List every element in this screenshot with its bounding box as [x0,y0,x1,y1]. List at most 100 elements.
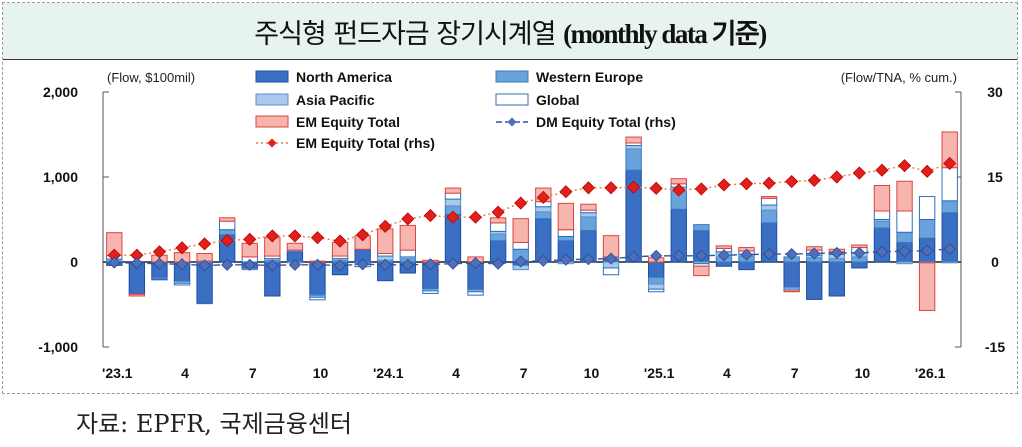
bar-segment [715,261,733,267]
dm-point [424,258,437,271]
bar-segment [625,148,642,171]
x-tick-label: 4 [181,365,189,381]
bar-segment [444,187,462,194]
bar-segment [738,261,755,271]
left-tick-label: -1,000 [38,339,78,355]
bar-segment [309,296,326,301]
bar-segment [715,245,733,249]
dm-point [514,255,527,268]
x-tick-label: 10 [584,365,600,381]
legend-label: Asia Pacific [296,92,375,108]
em-point [333,234,347,248]
em-point [468,210,483,224]
bar-segment [557,229,575,237]
dm-point [853,246,866,259]
dm-point [537,254,550,267]
dm-point [379,258,392,271]
bar-segment [489,233,507,242]
em-point [897,159,912,173]
chart-title-paren: (monthly data 기준) [563,18,767,49]
em-point [672,183,686,197]
bar-segment [873,185,891,212]
bar-segment [783,261,800,288]
dm-point [153,257,166,270]
bar-segment [580,216,597,232]
bar-segment [286,242,304,251]
em-point [581,181,596,195]
bar-segment [512,241,529,250]
bar-segment [941,167,958,202]
left-tick-label: 2,000 [43,84,78,100]
bar-segment [873,210,891,220]
legend-label: EM Equity Total [296,114,400,130]
bar-segment [896,210,913,233]
dm-point [921,244,934,257]
x-tick-label: 7 [249,365,257,381]
em-line [114,162,950,256]
bar-series [106,131,958,311]
dm-point [311,258,324,271]
em-point [514,196,528,210]
bar-segment [760,196,778,199]
title-bar: 주식형 펀드자금 장기시계열 (monthly data 기준) [3,3,1017,60]
em-point [875,163,889,177]
em-point [807,173,821,187]
bar-segment [896,231,913,243]
dm-point [559,253,572,266]
em-point [446,210,460,224]
bar-segment [128,293,146,297]
bar-segment [557,236,575,242]
em-point [830,170,844,184]
legend-label: EM Equity Total (rhs) [296,135,435,151]
bar-segment [467,291,484,296]
source-note: 자료: EPFR, 국제금융센터 [76,410,353,438]
bar-segment [648,288,665,293]
em-point [762,176,776,190]
chart-title-main: 주식형 펀드자금 장기시계열 [254,18,564,50]
right-tick-label: -15 [985,339,1005,355]
legend-swatch [255,93,289,106]
right-tick-label: 0 [991,254,999,270]
em-point [288,229,302,243]
em-point [310,231,325,245]
x-tick-label: 10 [855,365,871,381]
em-point [243,232,257,246]
dm-point [108,256,121,269]
em-point [604,181,618,195]
dm-point [266,259,279,272]
x-tick-label: '25.1 [644,365,675,381]
bar-segment [760,209,778,224]
dm-point [401,258,414,271]
dm-point [130,257,143,270]
bar-segment [828,258,845,263]
bar-segment [557,202,575,231]
bar-segment [173,282,191,286]
right-tick-label: 30 [987,84,1003,100]
left-tick-label: 0 [70,254,78,270]
legend-label: North America [296,69,392,85]
bar-segment [399,249,416,258]
em-point [559,185,573,199]
dm-point [243,258,256,271]
dm-point [221,258,234,271]
dm-point [582,253,595,266]
em-point [423,208,437,223]
em-point [401,212,415,226]
bar-segment [580,203,597,211]
bar-segment [512,218,529,243]
em-point [694,182,708,196]
x-tick-label: '26.1 [915,365,946,381]
dm-point [740,248,753,261]
bar-segment [444,192,462,200]
dm-point [650,249,663,262]
dm-point [604,252,618,265]
left-unit-label: (Flow, $100mil) [107,70,195,85]
dm-point [446,257,460,270]
dm-point [672,249,685,262]
legend-swatch [495,70,529,83]
legend-marker [507,117,517,127]
em-point [785,174,799,189]
dm-point [830,246,843,259]
x-tick-label: '23.1 [102,365,133,381]
bar-segment [896,261,913,265]
